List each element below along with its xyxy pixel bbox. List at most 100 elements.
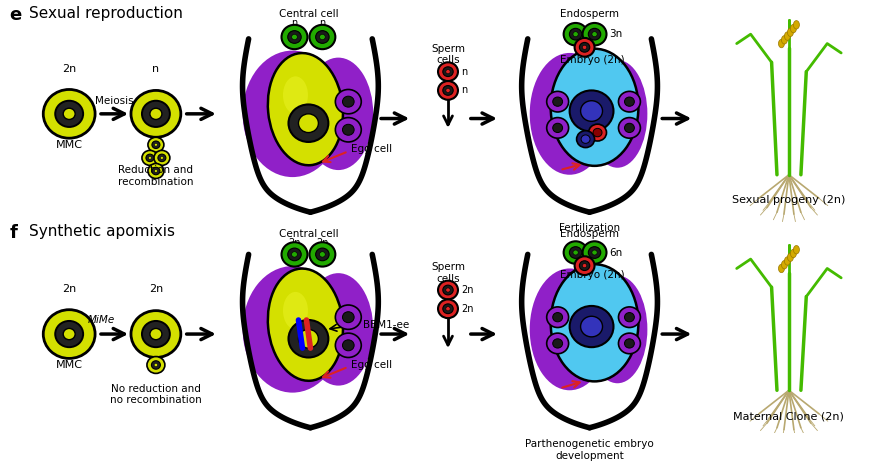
Text: Endosperm: Endosperm	[560, 229, 619, 239]
Circle shape	[146, 154, 154, 162]
Circle shape	[547, 333, 569, 354]
Circle shape	[580, 100, 603, 121]
Circle shape	[625, 123, 635, 132]
Circle shape	[619, 307, 640, 327]
Circle shape	[309, 242, 335, 266]
Circle shape	[577, 131, 595, 148]
Text: Embryo (2n): Embryo (2n)	[560, 55, 624, 65]
Circle shape	[625, 97, 635, 106]
Ellipse shape	[781, 260, 788, 269]
Circle shape	[588, 247, 601, 258]
Text: n: n	[152, 64, 159, 74]
Ellipse shape	[551, 49, 638, 166]
Ellipse shape	[530, 53, 610, 175]
Text: BBM1-ee: BBM1-ee	[363, 319, 409, 330]
Circle shape	[438, 81, 458, 100]
Text: MiMe: MiMe	[88, 315, 114, 325]
Circle shape	[142, 321, 170, 347]
Circle shape	[43, 310, 95, 358]
Circle shape	[438, 62, 458, 81]
Circle shape	[155, 143, 157, 146]
Circle shape	[592, 32, 597, 37]
Text: Reduction and
recombination: Reduction and recombination	[118, 165, 194, 187]
Circle shape	[158, 154, 166, 162]
Circle shape	[569, 90, 613, 132]
Text: e: e	[9, 6, 21, 24]
Text: Meiosis: Meiosis	[95, 96, 134, 106]
Circle shape	[588, 28, 601, 40]
Ellipse shape	[268, 269, 343, 381]
Text: Embryo (2n): Embryo (2n)	[560, 270, 624, 280]
Circle shape	[150, 328, 162, 340]
Circle shape	[154, 363, 157, 366]
Text: Central cell: Central cell	[279, 229, 338, 239]
Circle shape	[575, 256, 595, 275]
Ellipse shape	[790, 249, 797, 258]
Text: 2n: 2n	[62, 284, 76, 294]
Circle shape	[316, 248, 329, 261]
Circle shape	[582, 45, 586, 49]
Text: Sperm
cells: Sperm cells	[431, 262, 465, 284]
Text: Sexual reproduction: Sexual reproduction	[30, 6, 183, 21]
Circle shape	[342, 96, 354, 107]
Circle shape	[443, 285, 453, 295]
Circle shape	[438, 281, 458, 299]
Text: n: n	[461, 67, 468, 77]
Text: 2n: 2n	[288, 238, 300, 248]
Circle shape	[289, 105, 328, 142]
Circle shape	[319, 34, 325, 40]
Ellipse shape	[283, 292, 308, 329]
Circle shape	[581, 135, 590, 143]
Text: f: f	[9, 225, 17, 242]
Text: Fertilization: Fertilization	[559, 224, 620, 233]
Circle shape	[335, 89, 361, 114]
Text: Parthenogenetic embryo
development: Parthenogenetic embryo development	[525, 439, 654, 461]
Ellipse shape	[242, 51, 342, 177]
Circle shape	[342, 124, 354, 135]
Circle shape	[63, 108, 75, 119]
Circle shape	[335, 305, 361, 329]
Circle shape	[552, 123, 562, 132]
Circle shape	[154, 150, 170, 165]
Circle shape	[319, 252, 325, 257]
Ellipse shape	[790, 24, 797, 33]
Circle shape	[443, 67, 453, 77]
Text: n: n	[291, 30, 298, 40]
Text: n: n	[319, 18, 325, 28]
Text: Maternal Clone (2n): Maternal Clone (2n)	[733, 412, 844, 422]
Circle shape	[563, 23, 587, 46]
Circle shape	[142, 100, 170, 127]
Circle shape	[547, 307, 569, 327]
Circle shape	[619, 118, 640, 138]
Circle shape	[547, 91, 569, 112]
Circle shape	[288, 248, 301, 261]
Circle shape	[583, 241, 606, 264]
Text: 2n: 2n	[316, 238, 329, 248]
Circle shape	[579, 261, 590, 271]
Circle shape	[446, 307, 451, 311]
Text: Endosperm: Endosperm	[560, 9, 619, 19]
Ellipse shape	[781, 35, 788, 44]
Ellipse shape	[779, 39, 784, 48]
Circle shape	[593, 128, 602, 137]
Circle shape	[142, 150, 158, 165]
Ellipse shape	[587, 276, 647, 383]
Circle shape	[148, 156, 151, 160]
Circle shape	[316, 31, 329, 43]
Circle shape	[151, 361, 160, 369]
Circle shape	[289, 320, 328, 357]
Circle shape	[443, 304, 453, 313]
Ellipse shape	[303, 58, 373, 170]
Circle shape	[152, 141, 160, 148]
Circle shape	[582, 264, 586, 268]
Circle shape	[552, 339, 562, 348]
Circle shape	[446, 89, 451, 93]
Circle shape	[569, 247, 582, 258]
Circle shape	[288, 31, 301, 43]
Circle shape	[580, 316, 603, 337]
Circle shape	[291, 34, 298, 40]
Text: 2n: 2n	[148, 284, 163, 294]
Circle shape	[588, 124, 606, 141]
Circle shape	[552, 97, 562, 106]
Text: MMC: MMC	[55, 140, 82, 150]
